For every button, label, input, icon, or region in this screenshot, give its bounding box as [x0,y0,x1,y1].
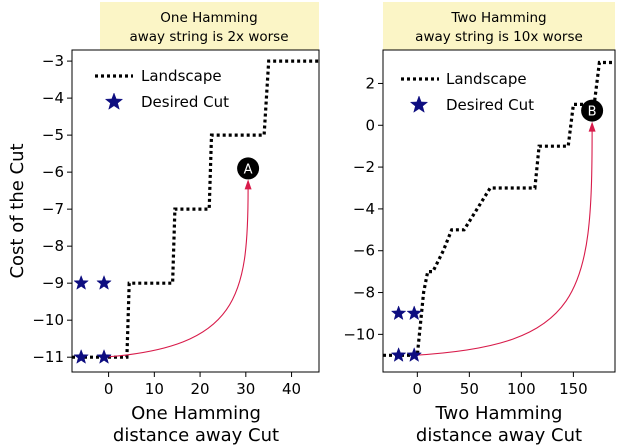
legend-2: Landscape Desired Cut [401,70,534,114]
legend-star-icon-2 [409,95,429,113]
y-tick-label: −7 [42,200,64,218]
y-tick-label: −5 [42,126,64,144]
landscape-line-1 [72,59,319,359]
y-ticks-1: −11 −10 −9 −8 −7 −6 −5 −4 −3 [32,52,72,366]
annotation-marker-b [581,99,604,122]
plot-frame-1 [71,49,320,373]
x-axis-label-2-line-2: distance away Cut [416,425,582,446]
legend-landscape-label-1: Landscape [141,67,222,85]
annotation-marker-a [237,157,260,180]
x-tick-label: 30 [236,380,255,398]
x-tick-label: 150 [559,380,588,398]
annotation-arrow-a [103,188,249,358]
desired-cut-star-icon [96,348,112,364]
annotation-label-a: A [244,162,253,177]
desired-cut-star-icon [406,347,423,362]
annotation-arrowhead-b [588,121,596,132]
legend-desired-cut-label-2: Desired Cut [446,96,534,114]
y-tick-label: −6 [353,242,375,260]
chart-title-1-line-2: away string is 2x worse [129,29,288,45]
x-ticks-1: 0 10 20 30 40 [104,372,301,398]
y-tick-label: −4 [42,89,64,107]
y-tick-label: 0 [365,116,375,134]
chart-title-2-line-2: away string is 10x worse [415,29,583,45]
annotation-arrow-b [414,130,593,356]
y-ticks-2: −10 −8 −6 −4 −2 0 2 [343,74,383,343]
desired-cut-markers-2 [390,305,423,362]
y-tick-label: −2 [353,158,375,176]
x-ticks-2: 0 50 100 150 [413,372,588,398]
y-tick-label: −11 [32,348,64,366]
desired-cut-markers-1 [73,274,112,364]
y-tick-label: −9 [42,274,64,292]
desired-cut-star-icon [390,347,407,362]
y-tick-label: −3 [42,52,64,70]
y-tick-label: −10 [343,325,375,343]
x-tick-label: 40 [282,380,301,398]
annotation-label-b: B [588,105,597,120]
y-axis-label: Cost of the Cut [7,143,28,278]
y-tick-label: −8 [42,237,64,255]
legend-landscape-label-2: Landscape [446,70,527,88]
y-tick-label: −8 [353,284,375,302]
x-tick-label: 50 [460,380,479,398]
y-tick-label: −4 [353,200,375,218]
x-tick-label: 20 [191,380,210,398]
x-axis-label-1-line-2: distance away Cut [113,425,279,446]
desired-cut-star-icon [73,274,89,290]
desired-cut-star-icon [390,305,407,321]
x-axis-label-2-line-1: Two Hamming [435,403,563,424]
chart-title-2-line-1: Two Hamming [450,10,546,26]
x-tick-label: 0 [413,380,423,398]
x-axis-label-1-line-1: One Hamming [131,403,261,424]
legend-desired-cut-label-1: Desired Cut [141,93,229,111]
title-box-2 [383,2,615,50]
legend-star-icon-1 [104,92,124,110]
chart-panel-1: One Hamming away string is 2x worse 0 10 2… [32,2,320,446]
plot-frame-2 [382,49,616,373]
x-tick-label: 0 [104,380,114,398]
desired-cut-star-icon [96,274,112,290]
title-box-1 [100,2,319,50]
annotation-arrowhead-a [244,179,252,190]
y-tick-label: 2 [365,74,375,92]
desired-cut-star-icon [73,348,89,364]
legend-1: Landscape Desired Cut [95,67,229,111]
desired-cut-star-icon [406,305,423,321]
chart-title-1-line-1: One Hamming [160,10,257,26]
x-tick-label: 100 [507,380,536,398]
landscape-line-2 [383,60,615,357]
y-tick-label: −10 [32,311,64,329]
chart-panel-2: Two Hamming away string is 10x worse 0 50… [343,2,616,446]
y-tick-label: −6 [42,163,64,181]
x-tick-label: 10 [145,380,164,398]
